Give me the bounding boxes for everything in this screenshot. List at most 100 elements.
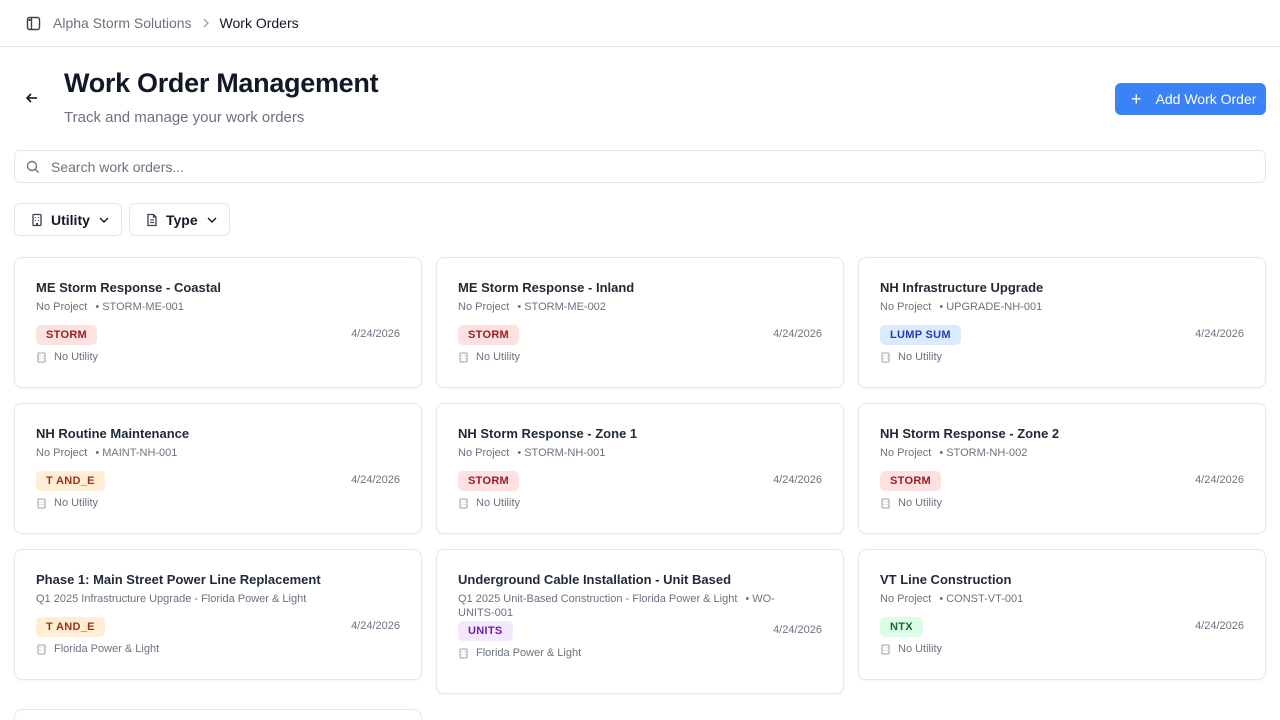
- work-order-card[interactable]: ME Storm Response - Inland No Project • STO…: [436, 257, 844, 388]
- work-order-project: No Project: [880, 301, 932, 313]
- search-input[interactable]: [51, 158, 1231, 175]
- work-order-card[interactable]: [14, 709, 422, 720]
- work-order-meta: No Project • STORM-ME-001: [36, 300, 184, 314]
- work-order-card[interactable]: Underground Cable Installation - Unit Ba…: [436, 549, 844, 694]
- work-order-card[interactable]: NH Infrastructure Upgrade No Project • UPGR…: [858, 257, 1266, 388]
- work-order-card[interactable]: NH Storm Response - Zone 1 No Project • STO…: [436, 403, 844, 534]
- separator-dot: •: [95, 301, 100, 313]
- work-order-project: No Project: [458, 447, 510, 459]
- work-order-date: 4/24/2026: [351, 328, 400, 340]
- work-order-project: Q1 2025 Unit-Based Construction - Florid…: [458, 593, 738, 605]
- building-icon: [458, 647, 469, 659]
- work-order-title: NH Routine Maintenance: [36, 426, 190, 441]
- work-order-meta: No Project • CONST-VT-001: [880, 592, 1023, 606]
- work-order-project: No Project: [880, 447, 932, 459]
- work-order-project: No Project: [36, 447, 88, 459]
- building-icon: [36, 351, 47, 363]
- work-order-card[interactable]: Phase 1: Main Street Power Line Replacem…: [14, 549, 422, 680]
- building-icon: [36, 497, 47, 509]
- separator-dot: •: [939, 447, 944, 459]
- type-badge: UNITS: [458, 621, 513, 641]
- separator-dot: •: [517, 447, 522, 459]
- work-order-code: UPGRADE-NH-001: [946, 301, 1043, 313]
- work-order-date: 4/24/2026: [351, 620, 400, 632]
- utility-filter-dropdown[interactable]: Utility: [14, 203, 122, 236]
- page-subtitle: Track and manage your work orders: [64, 109, 305, 126]
- work-order-card[interactable]: NH Routine Maintenance No Project • MAINT-N…: [14, 403, 422, 534]
- work-order-meta: Q1 2025 Unit-Based Construction - Florid…: [458, 592, 803, 620]
- work-order-utility: No Utility: [36, 497, 98, 509]
- work-order-utility: Florida Power & Light: [458, 647, 581, 659]
- work-order-meta: No Project • UPGRADE-NH-001: [880, 300, 1042, 314]
- type-badge: LUMP SUM: [880, 325, 961, 345]
- building-icon: [880, 497, 891, 509]
- work-order-date: 4/24/2026: [1195, 474, 1244, 486]
- building-icon: [36, 643, 47, 655]
- document-icon: [145, 213, 159, 227]
- work-order-meta: No Project • STORM-ME-002: [458, 300, 606, 314]
- work-order-project: No Project: [458, 301, 510, 313]
- separator-dot: •: [95, 447, 100, 459]
- building-icon: [458, 497, 469, 509]
- plus-icon: +: [1131, 89, 1142, 109]
- work-order-code: STORM-NH-001: [524, 447, 606, 459]
- work-order-code: CONST-VT-001: [946, 593, 1024, 605]
- utility-name: Florida Power & Light: [476, 647, 582, 659]
- work-order-meta: No Project • STORM-NH-002: [880, 446, 1027, 460]
- work-order-date: 4/24/2026: [773, 624, 822, 636]
- breadcrumb: Alpha Storm Solutions Work Orders: [0, 0, 1280, 47]
- work-order-meta: No Project • MAINT-NH-001: [36, 446, 177, 460]
- chevron-right-icon: [202, 18, 210, 28]
- utility-name: No Utility: [898, 497, 943, 509]
- building-icon: [458, 351, 469, 363]
- building-icon: [880, 643, 891, 655]
- building-icon: [880, 351, 891, 363]
- work-order-title: ME Storm Response - Inland: [458, 280, 635, 295]
- search-bar: [14, 150, 1266, 183]
- work-order-project: No Project: [880, 593, 932, 605]
- page-title: Work Order Management: [64, 68, 379, 98]
- utility-name: No Utility: [54, 351, 99, 363]
- work-order-date: 4/24/2026: [773, 474, 822, 486]
- work-order-code: STORM-ME-002: [524, 301, 606, 313]
- building-icon: [30, 213, 44, 227]
- work-order-utility: No Utility: [458, 497, 520, 509]
- breadcrumb-company[interactable]: Alpha Storm Solutions: [53, 15, 192, 31]
- work-order-project: No Project: [36, 301, 88, 313]
- utility-name: Florida Power & Light: [54, 643, 160, 655]
- back-arrow-icon[interactable]: [22, 88, 42, 108]
- chevron-down-icon: [207, 216, 217, 224]
- sidebar-toggle-icon[interactable]: [26, 16, 41, 31]
- work-order-meta: No Project • STORM-NH-001: [458, 446, 605, 460]
- work-order-code: STORM-ME-001: [102, 301, 184, 313]
- work-order-project: Q1 2025 Infrastructure Upgrade - Florida…: [36, 593, 307, 605]
- type-badge: NTX: [880, 617, 923, 637]
- work-order-title: Phase 1: Main Street Power Line Replacem…: [36, 572, 321, 587]
- chevron-down-icon: [99, 216, 109, 224]
- type-badge: STORM: [36, 325, 98, 345]
- separator-dot: •: [517, 301, 522, 313]
- work-order-card[interactable]: VT Line Construction No Project • CONST-VT-…: [858, 549, 1266, 680]
- work-order-utility: No Utility: [880, 351, 942, 363]
- work-order-date: 4/24/2026: [1195, 328, 1244, 340]
- work-order-card[interactable]: NH Storm Response - Zone 2 No Project • STO…: [858, 403, 1266, 534]
- add-work-order-button[interactable]: + Add Work Order: [1115, 83, 1266, 115]
- type-badge: STORM: [458, 471, 520, 491]
- work-order-title: NH Storm Response - Zone 2: [880, 426, 1060, 441]
- work-order-code: WO-UNITS-001: [458, 593, 775, 619]
- work-order-card[interactable]: ME Storm Response - Coastal No Project • ST…: [14, 257, 422, 388]
- work-order-title: NH Infrastructure Upgrade: [880, 280, 1044, 295]
- utility-name: No Utility: [476, 351, 521, 363]
- work-order-title: VT Line Construction: [880, 572, 1012, 587]
- utility-name: No Utility: [898, 643, 943, 655]
- work-order-utility: No Utility: [458, 351, 520, 363]
- utility-name: No Utility: [898, 351, 943, 363]
- work-order-code: STORM-NH-002: [946, 447, 1028, 459]
- work-order-utility: Florida Power & Light: [36, 643, 159, 655]
- work-order-title: Underground Cable Installation - Unit Ba…: [458, 572, 732, 587]
- type-filter-dropdown[interactable]: Type: [129, 203, 230, 236]
- breadcrumb-current: Work Orders: [219, 15, 299, 31]
- utility-name: No Utility: [476, 497, 521, 509]
- type-badge: STORM: [458, 325, 520, 345]
- type-badge: T AND_E: [36, 471, 105, 491]
